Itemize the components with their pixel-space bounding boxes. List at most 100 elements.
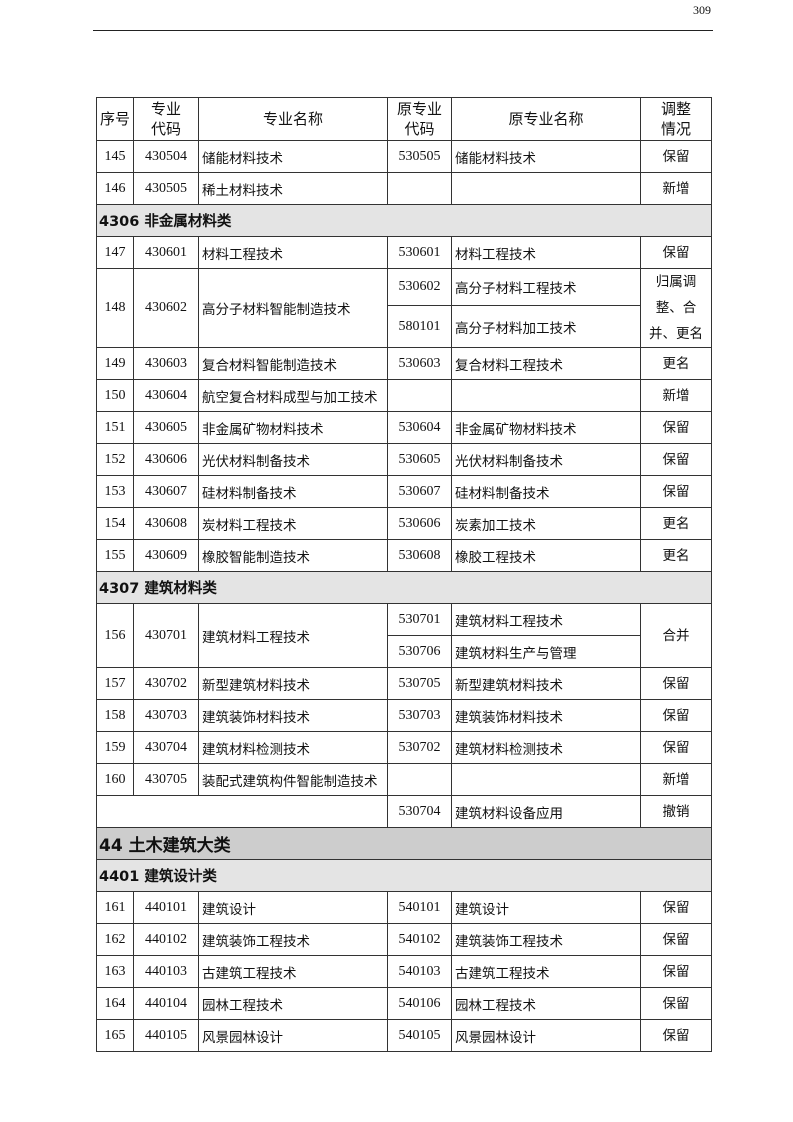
status-cell: 保留 <box>640 443 712 476</box>
seq-cell: 145 <box>96 140 134 173</box>
old-name-cell: 建筑材料设备应用 <box>451 795 641 828</box>
status-cell: 保留 <box>640 699 712 732</box>
table-row: 147 430601 材料工程技术 530601 材料工程技术 保留 <box>96 236 712 269</box>
table-row: 160 430705 装配式建筑构件智能制造技术 新增 <box>96 763 712 796</box>
header-status: 调整 情况 <box>640 97 712 141</box>
status-cell: 更名 <box>640 539 712 572</box>
status-cell: 新增 <box>640 763 712 796</box>
table-row: 530706 建筑材料生产与管理 <box>97 635 712 668</box>
seq-cell: 152 <box>96 443 134 476</box>
old-code-cell: 530606 <box>387 507 452 540</box>
old-name-cell: 橡胶工程技术 <box>451 539 641 572</box>
table-row: 158 430703 建筑装饰材料技术 530703 建筑装饰材料技术 保留 <box>96 699 712 732</box>
table-row: 530704 建筑材料设备应用 撤销 <box>96 795 712 828</box>
header-seq: 序号 <box>96 97 134 141</box>
header-code: 专业 代码 <box>133 97 199 141</box>
status-cell: 保留 <box>640 140 712 173</box>
category-row: 4307 建筑材料类 <box>96 571 712 604</box>
status-cell: 更名 <box>640 347 712 380</box>
code-cell: 440101 <box>133 891 199 924</box>
status-cell: 保留 <box>640 987 712 1020</box>
category-title: 4306 非金属材料类 <box>96 204 712 237</box>
old-code-cell <box>387 379 452 412</box>
name-cell: 非金属矿物材料技术 <box>198 411 388 444</box>
code-cell: 430608 <box>133 507 199 540</box>
table-row: 157 430702 新型建筑材料技术 530705 新型建筑材料技术 保留 <box>96 667 712 700</box>
old-code-cell: 530705 <box>387 667 452 700</box>
old-name-cell: 复合材料工程技术 <box>451 347 641 380</box>
header-old-name: 原专业名称 <box>451 97 641 141</box>
status-cell: 保留 <box>640 667 712 700</box>
old-code-cell: 540102 <box>387 923 452 956</box>
category-row: 4306 非金属材料类 <box>96 204 712 237</box>
table-row: 152 430606 光伏材料制备技术 530605 光伏材料制备技术 保留 <box>96 443 712 476</box>
table-header-row: 序号 专业 代码 专业名称 原专业 代码 原专业名称 调整 情况 <box>96 97 712 141</box>
seq-cell: 151 <box>96 411 134 444</box>
table-row: 156 430701 建筑材料工程技术 530701 建筑材料工程技术 合并 <box>96 603 712 668</box>
name-cell: 复合材料智能制造技术 <box>198 347 388 380</box>
seq-cell: 158 <box>96 699 134 732</box>
table-row: 159 430704 建筑材料检测技术 530702 建筑材料检测技术 保留 <box>96 731 712 764</box>
code-cell: 430703 <box>133 699 199 732</box>
old-code-cell: 530701 <box>387 603 452 636</box>
old-name-cell: 风景园林设计 <box>451 1019 641 1052</box>
major-adjustment-table: 序号 专业 代码 专业名称 原专业 代码 原专业名称 调整 情况 145 430504 储能材… <box>96 97 712 1052</box>
empty-cell <box>96 795 388 828</box>
table-row: 149 430603 复合材料智能制造技术 530603 复合材料工程技术 更名 <box>96 347 712 380</box>
category-row: 44 土木建筑大类 <box>96 827 712 860</box>
name-cell: 材料工程技术 <box>198 236 388 269</box>
table-row: 146 430505 稀土材料技术 新增 <box>96 172 712 205</box>
seq-cell: 146 <box>96 172 134 205</box>
old-name-cell: 建筑装饰材料技术 <box>451 699 641 732</box>
status-cell: 保留 <box>640 1019 712 1052</box>
code-cell: 430701 <box>133 603 199 668</box>
name-cell: 储能材料技术 <box>198 140 388 173</box>
old-code-cell: 540101 <box>387 891 452 924</box>
old-name-cell: 高分子材料加工技术 <box>451 305 641 348</box>
old-name-cell <box>451 172 641 205</box>
seq-cell: 155 <box>96 539 134 572</box>
old-code-cell: 530604 <box>387 411 452 444</box>
seq-cell: 157 <box>96 667 134 700</box>
seq-cell: 147 <box>96 236 134 269</box>
seq-cell: 164 <box>96 987 134 1020</box>
status-cell: 保留 <box>640 955 712 988</box>
name-cell: 硅材料制备技术 <box>198 475 388 508</box>
name-cell: 古建筑工程技术 <box>198 955 388 988</box>
code-cell: 430702 <box>133 667 199 700</box>
code-cell: 440105 <box>133 1019 199 1052</box>
old-code-cell: 540106 <box>387 987 452 1020</box>
page-number: 309 <box>693 3 711 17</box>
header-rule <box>93 30 713 31</box>
old-code-cell: 530608 <box>387 539 452 572</box>
old-name-cell: 硅材料制备技术 <box>451 475 641 508</box>
name-cell: 炭材料工程技术 <box>198 507 388 540</box>
old-name-cell: 建筑材料生产与管理 <box>451 635 641 668</box>
seq-cell: 154 <box>96 507 134 540</box>
seq-cell: 162 <box>96 923 134 956</box>
code-cell: 440103 <box>133 955 199 988</box>
old-name-cell: 高分子材料工程技术 <box>451 267 641 307</box>
category-title: 4401 建筑设计类 <box>96 859 712 892</box>
table-row: 161 440101 建筑设计 540101 建筑设计 保留 <box>96 891 712 924</box>
seq-cell: 156 <box>96 603 134 668</box>
old-code-cell: 530603 <box>387 347 452 380</box>
name-cell: 稀土材料技术 <box>198 172 388 205</box>
code-cell: 430606 <box>133 443 199 476</box>
old-code-cell: 580101 <box>387 305 452 348</box>
old-code-cell: 530505 <box>387 140 452 173</box>
code-cell: 430602 <box>133 268 199 348</box>
old-code-cell: 530703 <box>387 699 452 732</box>
old-code-cell <box>387 763 452 796</box>
old-code-cell: 530601 <box>387 236 452 269</box>
code-cell: 430604 <box>133 379 199 412</box>
code-cell: 430704 <box>133 731 199 764</box>
old-name-cell: 材料工程技术 <box>451 236 641 269</box>
code-cell: 430609 <box>133 539 199 572</box>
seq-cell: 148 <box>96 268 134 348</box>
status-cell: 保留 <box>640 891 712 924</box>
status-cell: 归属调整、合并、更名 <box>640 268 712 348</box>
old-code-cell: 530702 <box>387 731 452 764</box>
status-cell: 新增 <box>640 379 712 412</box>
seq-cell: 149 <box>96 347 134 380</box>
